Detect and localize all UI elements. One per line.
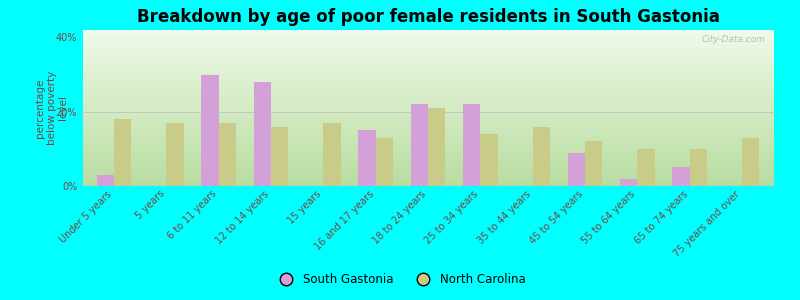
Bar (376, 138, 393, 186)
Y-axis label: percentage
below poverty
level: percentage below poverty level (35, 71, 68, 145)
Bar (463, 104, 480, 186)
Bar (218, 123, 236, 186)
Title: Breakdown by age of poor female residents in South Gastonia: Breakdown by age of poor female resident… (137, 8, 719, 26)
Legend: South Gastonia, North Carolina: South Gastonia, North Carolina (270, 269, 530, 291)
Bar (410, 104, 428, 186)
Bar (672, 167, 690, 186)
Bar (114, 119, 131, 186)
Bar (323, 123, 341, 186)
Text: City-Data.com: City-Data.com (702, 35, 766, 44)
Bar (97, 175, 114, 186)
Bar (358, 130, 376, 186)
Bar (742, 138, 759, 186)
Bar (254, 82, 271, 186)
Bar (271, 127, 288, 186)
Bar (690, 149, 707, 186)
Bar (533, 127, 550, 186)
Bar (202, 75, 218, 186)
Bar (568, 153, 585, 186)
Bar (166, 123, 184, 186)
Bar (620, 178, 638, 186)
Bar (480, 134, 498, 186)
Bar (428, 108, 446, 186)
Bar (585, 141, 602, 186)
Bar (638, 149, 654, 186)
